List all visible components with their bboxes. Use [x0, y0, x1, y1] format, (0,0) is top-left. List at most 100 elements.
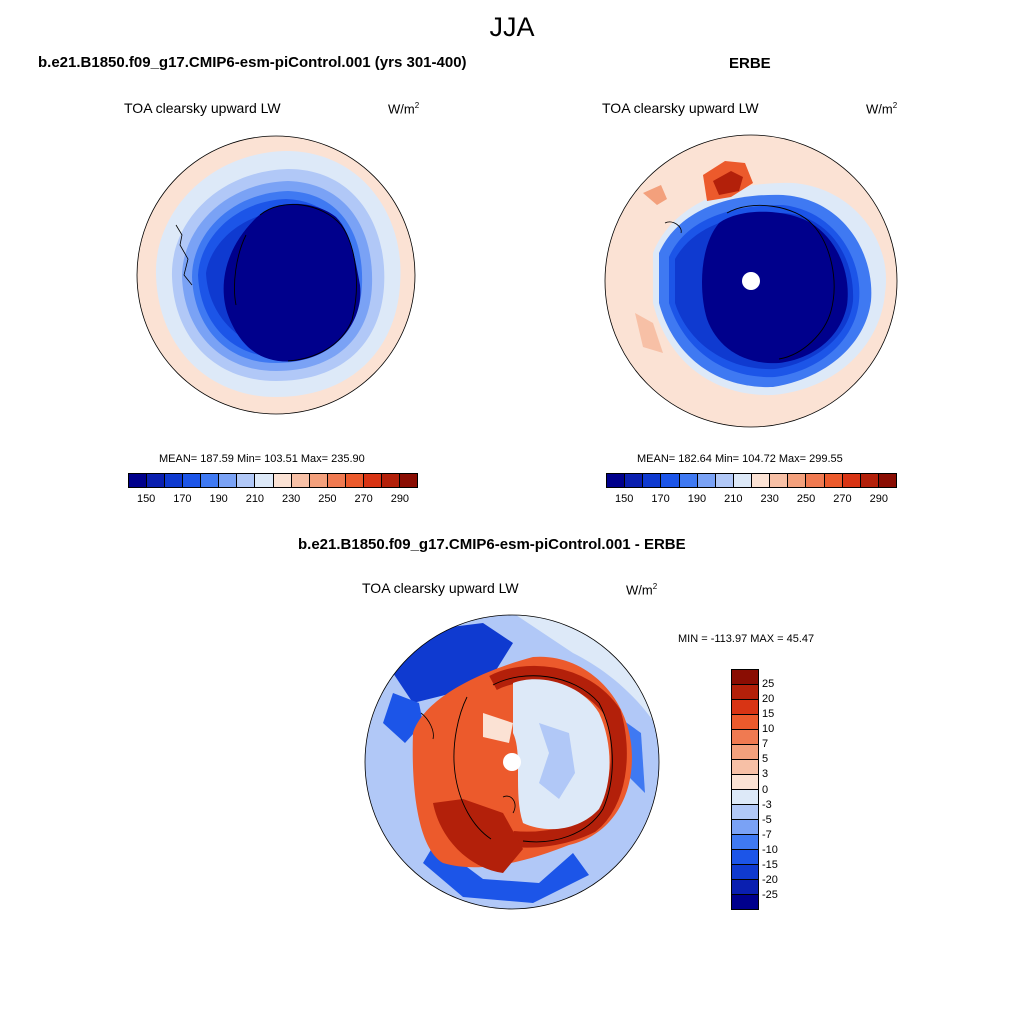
colorbar-tick-label: 210: [245, 493, 265, 505]
colorbar-swatch: [147, 474, 166, 487]
colorbar-swatch: [327, 474, 346, 487]
colorbar-tick-label: 170: [651, 493, 670, 505]
colorbar-swatch: [770, 474, 789, 487]
colorbar-swatch: [732, 805, 758, 820]
colorbar-swatch: [291, 474, 310, 487]
model-colorbar: [128, 473, 418, 488]
colorbar-swatch: [219, 474, 238, 487]
model-polar-map: [136, 135, 416, 415]
colorbar-swatch: [732, 895, 758, 909]
colorbar-swatch: [732, 880, 758, 895]
colorbar-tick-label: 250: [796, 493, 816, 505]
model-stats: MEAN= 187.59 Min= 103.51 Max= 235.90: [159, 453, 365, 465]
colorbar-swatch: [183, 474, 202, 487]
colorbar-swatch: [273, 474, 292, 487]
colorbar-tick-label: -10: [762, 843, 778, 856]
colorbar-swatch: [732, 685, 758, 700]
colorbar-swatch: [732, 865, 758, 880]
colorbar-tick-label: 190: [687, 493, 707, 505]
colorbar-swatch: [842, 474, 861, 487]
colorbar-swatch: [878, 474, 896, 487]
obs-colorbar: [606, 473, 897, 488]
colorbar-tick-label: 210: [724, 493, 743, 505]
colorbar-swatch: [733, 474, 752, 487]
colorbar-swatch: [345, 474, 364, 487]
diff-colorbar: [731, 669, 759, 910]
colorbar-swatch: [806, 474, 825, 487]
colorbar-tick-label: 7: [762, 738, 769, 751]
model-panel-title: b.e21.B1850.f09_g17.CMIP6-esm-piControl.…: [38, 54, 467, 71]
colorbar-swatch: [732, 850, 758, 865]
colorbar-tick-label: 230: [281, 493, 301, 505]
colorbar-tick-label: -25: [762, 888, 778, 901]
colorbar-tick-label: 10: [762, 723, 775, 736]
colorbar-tick-label: 25: [762, 678, 775, 691]
colorbar-tick-label: 5: [762, 753, 769, 766]
obs-units-label: W/m2: [866, 101, 898, 117]
colorbar-swatch: [824, 474, 843, 487]
colorbar-swatch: [165, 474, 184, 487]
colorbar-swatch: [399, 474, 417, 487]
model-units-label: W/m2: [388, 101, 420, 117]
colorbar-swatch: [255, 474, 274, 487]
colorbar-tick-label: 0: [762, 783, 769, 796]
colorbar-tick-label: 170: [173, 493, 192, 505]
colorbar-swatch: [732, 775, 758, 790]
colorbar-swatch: [129, 474, 148, 487]
colorbar-tick-label: 250: [318, 493, 337, 505]
diff-stats: MIN = -113.97 MAX = 45.47: [678, 633, 815, 645]
colorbar-tick-label: 290: [869, 493, 888, 505]
colorbar-swatch: [363, 474, 382, 487]
colorbar-tick-label: -20: [762, 873, 778, 886]
colorbar-tick-label: -5: [762, 813, 772, 826]
colorbar-swatch: [732, 700, 758, 715]
colorbar-swatch: [381, 474, 400, 487]
colorbar-swatch: [625, 474, 644, 487]
colorbar-swatch: [715, 474, 734, 487]
diff-colorbar-ticks: 25 20 15 10 7 5 3 0 -3 -5 -7 -10 -15 -20 -25: [762, 669, 802, 911]
colorbar-swatch: [732, 730, 758, 745]
colorbar-tick-label: 20: [762, 693, 775, 706]
obs-panel-title: ERBE: [729, 55, 771, 72]
colorbar-tick-label: 3: [762, 768, 769, 781]
colorbar-swatch: [201, 474, 220, 487]
colorbar-swatch: [732, 670, 758, 685]
colorbar-swatch: [752, 474, 771, 487]
colorbar-swatch: [732, 835, 758, 850]
model-colorbar-ticks: 150 170 190 210 230 250 270 290: [128, 493, 418, 507]
colorbar-tick-label: 230: [760, 493, 779, 505]
colorbar-swatch: [679, 474, 698, 487]
colorbar-swatch: [237, 474, 256, 487]
obs-variable-label: TOA clearsky upward LW: [602, 100, 759, 116]
diff-variable-label: TOA clearsky upward LW: [362, 580, 519, 596]
colorbar-swatch: [643, 474, 662, 487]
colorbar-swatch: [732, 790, 758, 805]
figure-title: JJA: [489, 12, 535, 42]
colorbar-tick-label: 190: [209, 493, 228, 505]
diff-polar-map: [364, 614, 660, 910]
colorbar-tick-label: 270: [354, 493, 373, 505]
colorbar-tick-label: 15: [762, 708, 775, 721]
colorbar-swatch: [607, 474, 626, 487]
colorbar-swatch: [661, 474, 680, 487]
model-variable-label: TOA clearsky upward LW: [124, 100, 281, 116]
colorbar-tick-label: 270: [833, 493, 852, 505]
colorbar-swatch: [788, 474, 807, 487]
colorbar-swatch: [732, 760, 758, 775]
colorbar-tick-label: -15: [762, 858, 778, 871]
colorbar-swatch: [309, 474, 328, 487]
colorbar-tick-label: 290: [390, 493, 410, 505]
colorbar-tick-label: -7: [762, 828, 772, 841]
colorbar-tick-label: -3: [762, 798, 772, 811]
obs-polar-map: [604, 134, 898, 428]
colorbar-tick-label: 150: [136, 493, 156, 505]
diff-units-label: W/m2: [626, 582, 658, 598]
diff-panel-title: b.e21.B1850.f09_g17.CMIP6-esm-piControl.…: [298, 536, 686, 553]
colorbar-swatch: [732, 715, 758, 730]
obs-stats: MEAN= 182.64 Min= 104.72 Max= 299.55: [637, 453, 843, 465]
obs-colorbar-ticks: 150 170 190 210 230 250 270 290: [606, 493, 897, 507]
colorbar-swatch: [732, 820, 758, 835]
colorbar-swatch: [697, 474, 716, 487]
colorbar-swatch: [860, 474, 879, 487]
colorbar-tick-label: 150: [615, 493, 634, 505]
